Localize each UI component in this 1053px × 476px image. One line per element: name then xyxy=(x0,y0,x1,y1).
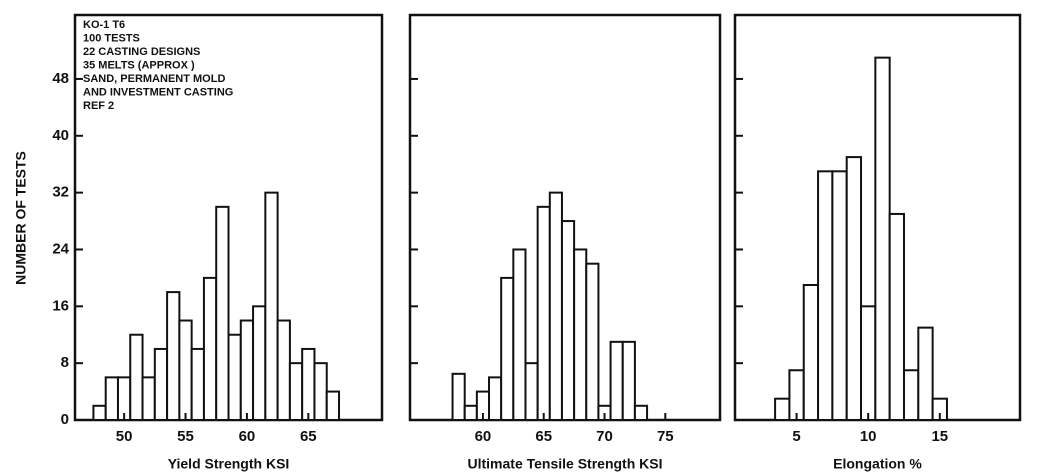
bar xyxy=(609,340,624,421)
bar xyxy=(774,397,791,421)
bar xyxy=(548,191,563,421)
annotation: REF 2 xyxy=(83,100,114,112)
x-tick-label: 50 xyxy=(116,428,133,445)
bar xyxy=(451,372,466,422)
annotation: 100 TESTS xyxy=(83,32,140,44)
bar xyxy=(488,376,503,421)
x-tick-label: 60 xyxy=(475,428,492,445)
bar xyxy=(633,404,649,421)
bar xyxy=(153,347,169,421)
annotation: 22 CASTING DESIGNS xyxy=(83,46,200,58)
annotation: SAND, PERMANENT MOLD xyxy=(83,73,225,85)
annotation: KO-1 T6 xyxy=(83,19,125,31)
x-tick-label: 55 xyxy=(177,428,194,445)
x-axis-label: Yield Strength KSI xyxy=(168,456,290,472)
x-tick-label: 75 xyxy=(657,428,674,445)
bar xyxy=(524,362,539,422)
bar xyxy=(917,326,934,422)
bar xyxy=(585,262,600,421)
bar xyxy=(190,347,205,421)
y-tick-label: 40 xyxy=(52,127,69,144)
bar xyxy=(621,340,636,421)
bar xyxy=(239,319,255,421)
bar xyxy=(92,404,107,421)
bar xyxy=(500,276,515,422)
bar xyxy=(202,276,218,422)
bar xyxy=(817,170,834,421)
bar xyxy=(288,362,304,422)
bar xyxy=(178,319,193,421)
bar xyxy=(104,376,119,421)
bar xyxy=(141,376,156,421)
x-tick-label: 10 xyxy=(860,428,877,445)
x-tick-label: 70 xyxy=(596,428,613,445)
bar xyxy=(560,220,576,421)
bar xyxy=(463,404,478,421)
bar xyxy=(252,305,267,422)
bar xyxy=(845,156,863,422)
y-tick-label: 16 xyxy=(52,297,69,314)
bar xyxy=(536,205,551,421)
bar xyxy=(831,170,848,421)
bar xyxy=(802,284,820,421)
bar xyxy=(860,305,877,422)
y-axis-label: NUMBER OF TESTS xyxy=(13,151,29,285)
bar xyxy=(788,369,805,421)
y-tick-label: 32 xyxy=(52,184,69,201)
bar xyxy=(264,191,279,421)
y-tick-label: 8 xyxy=(61,354,69,371)
bar xyxy=(902,369,920,421)
bar xyxy=(129,333,144,422)
x-tick-label: 65 xyxy=(535,428,552,445)
bar xyxy=(325,390,341,422)
annotation: AND INVESTMENT CASTING xyxy=(83,86,233,98)
bar xyxy=(215,205,230,421)
y-tick-label: 24 xyxy=(52,240,69,257)
bar xyxy=(874,56,891,421)
x-tick-label: 15 xyxy=(931,428,948,445)
bar xyxy=(313,362,328,422)
annotation: 35 MELTS (APPROX ) xyxy=(83,59,195,71)
bar xyxy=(512,248,527,421)
bar xyxy=(276,319,291,421)
bar xyxy=(227,333,242,422)
x-tick-label: 60 xyxy=(239,428,256,445)
x-axis-label: Elongation % xyxy=(833,456,922,472)
bar xyxy=(573,248,588,421)
y-tick-label: 0 xyxy=(61,411,69,428)
y-tick-label: 48 xyxy=(52,70,69,87)
x-tick-label: 5 xyxy=(792,428,800,445)
x-axis-label: Ultimate Tensile Strength KSI xyxy=(468,456,663,472)
bar xyxy=(888,212,905,421)
x-tick-label: 65 xyxy=(300,428,317,445)
bar xyxy=(301,347,316,421)
bar xyxy=(166,291,181,421)
